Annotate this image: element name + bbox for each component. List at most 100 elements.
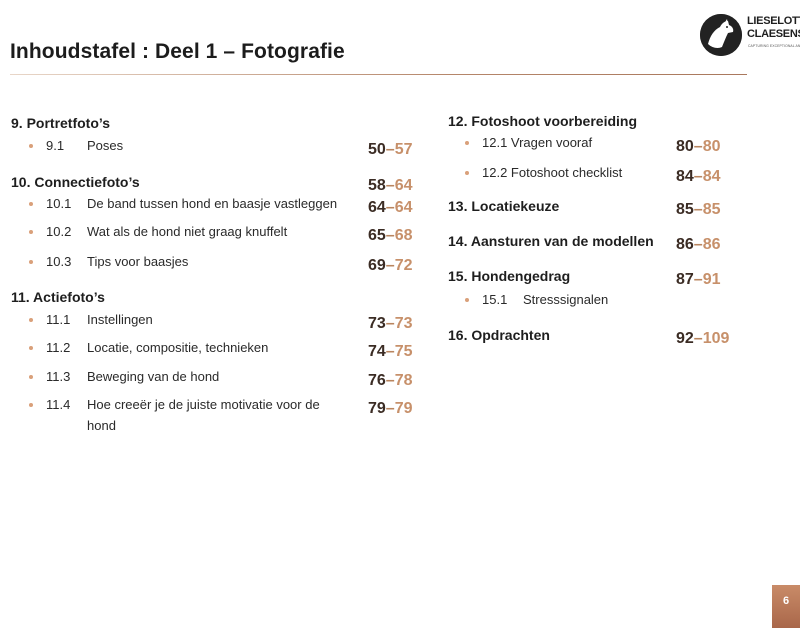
page-from: 50 xyxy=(368,141,386,158)
toc-heading[interactable]: 11. Actiefoto’s xyxy=(11,289,105,305)
bullet-icon xyxy=(29,375,33,379)
page-range-dash: – xyxy=(385,257,395,274)
page-from: 64 xyxy=(368,199,386,216)
page-range-dash: – xyxy=(693,201,703,218)
page-range-dash: – xyxy=(693,271,703,288)
page-number-badge: 6 xyxy=(772,585,800,628)
page-range-dash: – xyxy=(693,138,703,155)
toc-sub-number: 15.1 xyxy=(482,292,508,307)
page-to: 91 xyxy=(702,271,721,288)
page-to: 68 xyxy=(394,227,413,244)
toc-sub-item[interactable]: Instellingen xyxy=(87,312,153,327)
toc-heading[interactable]: 13. Locatiekeuze xyxy=(448,198,560,214)
page-to: 85 xyxy=(702,201,721,218)
toc-heading[interactable]: 10. Connectiefoto’s xyxy=(11,174,140,190)
page-range-dash: – xyxy=(385,343,395,360)
bullet-icon xyxy=(29,260,33,264)
page-to: 109 xyxy=(702,330,730,347)
page-to: 57 xyxy=(394,141,413,158)
page-range-dash: – xyxy=(385,199,395,216)
page-from: 65 xyxy=(368,227,386,244)
bullet-icon xyxy=(29,230,33,234)
bullet-icon xyxy=(29,318,33,322)
toc-sub-item[interactable]: Beweging van de hond xyxy=(87,369,220,384)
page-from: 76 xyxy=(368,372,386,389)
logo-name: LIESELOTTE CLAESENS xyxy=(747,15,800,41)
logo-name-line1: LIESELOTTE xyxy=(747,15,800,27)
page-range-dash: – xyxy=(385,227,395,244)
page-range-dash: – xyxy=(385,177,395,194)
toc-sub-item[interactable]: 12.2 Fotoshoot checklist xyxy=(482,165,623,180)
bullet-icon xyxy=(465,298,469,302)
page-to: 75 xyxy=(394,343,413,360)
toc-sub-item[interactable]: Stresssignalen xyxy=(523,292,609,307)
toc-sub-item[interactable]: Locatie, compositie, technieken xyxy=(87,340,269,355)
dog-silhouette-icon xyxy=(700,14,742,56)
logo-tagline: CAPTURING EXCEPTIONAL ANIMALS xyxy=(748,44,800,48)
page-range-dash: – xyxy=(693,168,703,185)
page-range: 73–73 xyxy=(368,315,413,333)
page-range: 74–75 xyxy=(368,343,413,361)
bullet-icon xyxy=(29,202,33,206)
page-range-dash: – xyxy=(385,315,395,332)
page-from: 79 xyxy=(368,400,386,417)
toc-sub-item[interactable]: 12.1 Vragen vooraf xyxy=(482,135,593,150)
page-range-dash: – xyxy=(385,372,395,389)
page-from: 87 xyxy=(676,271,694,288)
page-to: 64 xyxy=(394,177,413,194)
bullet-icon xyxy=(465,171,469,175)
page-range: 86–86 xyxy=(676,236,721,254)
page-to: 84 xyxy=(702,168,721,185)
page-to: 78 xyxy=(394,372,413,389)
page-from: 58 xyxy=(368,177,386,194)
page-range: 64–64 xyxy=(368,199,413,217)
page-number: 6 xyxy=(782,595,790,607)
toc-sub-item[interactable]: Wat als de hond niet graag knuffelt xyxy=(87,224,288,239)
page-range: 87–91 xyxy=(676,271,721,289)
toc-sub-number: 11.2 xyxy=(46,340,71,355)
toc-sub-item-continued: hond xyxy=(87,418,116,433)
page-range: 69–72 xyxy=(368,257,413,275)
page-from: 86 xyxy=(676,236,694,253)
page-range: 79–79 xyxy=(368,400,413,418)
page-range: 85–85 xyxy=(676,201,721,219)
toc-heading[interactable]: 15. Hondengedrag xyxy=(448,268,571,284)
page-to: 80 xyxy=(702,138,721,155)
toc-sub-number: 10.1 xyxy=(46,196,72,211)
page-range-dash: – xyxy=(385,400,395,417)
toc-heading[interactable]: 12. Fotoshoot voorbereiding xyxy=(448,113,638,129)
page-from: 92 xyxy=(676,330,694,347)
toc-sub-number: 11.3 xyxy=(46,369,71,384)
page-range: 76–78 xyxy=(368,372,413,390)
toc-sub-item[interactable]: Poses xyxy=(87,138,124,153)
page-range-dash: – xyxy=(693,330,703,347)
page-from: 84 xyxy=(676,168,694,185)
page-range-dash: – xyxy=(693,236,703,253)
toc-heading[interactable]: 9. Portretfoto’s xyxy=(11,115,111,131)
page-to: 73 xyxy=(394,315,413,332)
toc-heading[interactable]: 14. Aansturen van de modellen xyxy=(448,233,654,249)
toc-sub-item[interactable]: De band tussen hond en baasje vastleggen xyxy=(87,196,338,211)
page-from: 85 xyxy=(676,201,694,218)
page-to: 72 xyxy=(394,257,413,274)
page-range: 92–109 xyxy=(676,330,729,348)
page-range: 50–57 xyxy=(368,141,413,159)
page-to: 79 xyxy=(394,400,413,417)
toc-heading[interactable]: 16. Opdrachten xyxy=(448,327,550,343)
page-range: 58–64 xyxy=(368,177,413,195)
toc-sub-number: 9.1 xyxy=(46,138,65,153)
page-from: 80 xyxy=(676,138,694,155)
toc-sub-item[interactable]: Tips voor baasjes xyxy=(87,254,189,269)
bullet-icon xyxy=(29,346,33,350)
toc-sub-item[interactable]: Hoe creeër je de juiste motivatie voor d… xyxy=(87,397,320,412)
bullet-icon xyxy=(465,141,469,145)
bullet-icon xyxy=(29,144,33,148)
toc-sub-number: 10.2 xyxy=(46,224,72,239)
title-divider xyxy=(10,74,747,75)
page-range: 65–68 xyxy=(368,227,413,245)
page-to: 86 xyxy=(702,236,721,253)
toc-sub-number: 11.1 xyxy=(46,312,71,327)
page-from: 73 xyxy=(368,315,386,332)
bullet-icon xyxy=(29,403,33,407)
